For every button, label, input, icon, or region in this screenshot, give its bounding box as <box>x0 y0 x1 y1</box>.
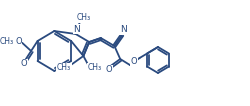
Text: N: N <box>73 24 80 33</box>
Text: O: O <box>105 66 112 75</box>
Text: CH₃: CH₃ <box>88 63 102 73</box>
Text: O: O <box>21 59 28 68</box>
Text: O: O <box>15 38 22 47</box>
Text: N: N <box>119 26 126 34</box>
Text: O: O <box>130 57 136 66</box>
Text: CH₃: CH₃ <box>76 13 90 22</box>
Text: CH₃: CH₃ <box>0 38 14 47</box>
Text: CH₃: CH₃ <box>57 63 71 73</box>
